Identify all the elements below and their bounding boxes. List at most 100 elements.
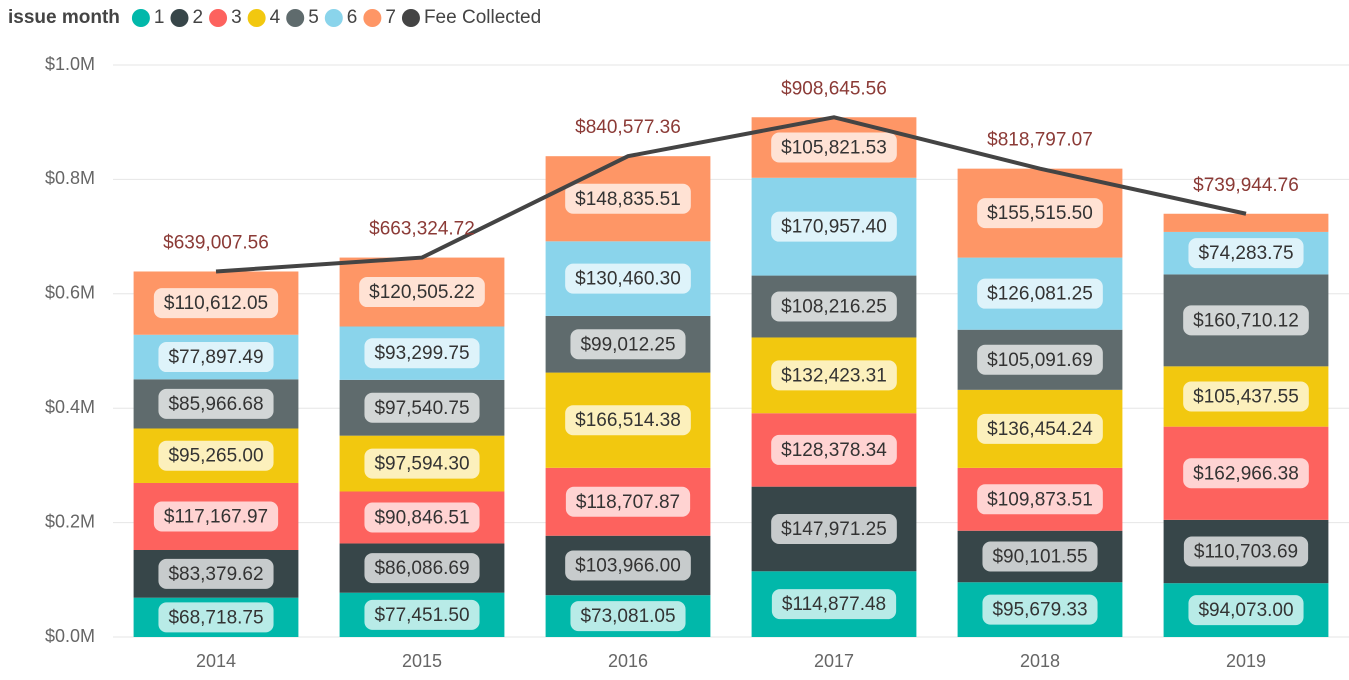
- legend-label: 5: [308, 7, 319, 28]
- data-label: $110,612.05: [164, 293, 268, 314]
- data-label: $95,679.33: [992, 600, 1087, 621]
- data-label-bg: [570, 329, 686, 360]
- data-label-bg: [982, 541, 1098, 572]
- data-label-bg: [153, 501, 279, 532]
- x-tick-label: 2017: [814, 651, 854, 671]
- data-label-bg: [158, 440, 274, 471]
- data-label: $105,437.55: [1193, 387, 1299, 408]
- data-label: $97,594.30: [374, 454, 469, 475]
- legend-marker: [286, 9, 305, 27]
- data-label: $130,460.30: [575, 269, 681, 290]
- data-label: $109,873.51: [987, 489, 1093, 510]
- legend-label: 3: [231, 7, 242, 28]
- data-label-bg: [158, 388, 274, 419]
- data-label: $108,216.25: [781, 297, 887, 318]
- data-label-bg: [158, 558, 274, 589]
- data-label: $103,966.00: [575, 555, 681, 576]
- data-label: $97,540.75: [374, 398, 469, 419]
- data-label: $148,835.51: [575, 189, 681, 210]
- y-tick-label: $1.0M: [45, 54, 95, 74]
- legend-marker: [324, 9, 343, 27]
- data-label: $105,091.69: [987, 350, 1093, 371]
- data-label-bg: [771, 291, 897, 322]
- data-label: $132,423.31: [781, 365, 887, 386]
- x-tick-label: 2015: [402, 651, 442, 671]
- legend-label: 7: [385, 7, 396, 28]
- data-label: $105,821.53: [781, 138, 887, 159]
- data-label-bg: [565, 550, 691, 581]
- y-tick-label: $0.8M: [45, 168, 95, 188]
- data-label: $110,703.69: [1194, 542, 1298, 563]
- legend-marker: [131, 9, 150, 27]
- legend-label: 1: [154, 7, 165, 28]
- data-label: $99,012.25: [580, 334, 675, 355]
- data-label-bg: [158, 342, 274, 373]
- data-label: $160,710.12: [1193, 310, 1299, 331]
- data-label-bg: [1188, 595, 1304, 626]
- data-label: $74,283.75: [1198, 243, 1293, 264]
- data-label: $73,081.05: [580, 606, 675, 627]
- data-label-bg: [977, 278, 1103, 309]
- line-label: $818,797.07: [987, 130, 1093, 151]
- data-label-bg: [153, 288, 279, 319]
- data-label-bg: [982, 594, 1098, 625]
- y-tick-label: $0.2M: [45, 511, 95, 531]
- data-label-bg: [565, 183, 691, 214]
- data-label-bg: [565, 263, 691, 294]
- data-label-bg: [364, 338, 480, 369]
- data-label-bg: [977, 344, 1103, 375]
- data-label-bg: [977, 413, 1103, 444]
- data-label: $86,086.69: [374, 558, 469, 579]
- data-label-bg: [565, 486, 691, 517]
- legend-label: 2: [192, 7, 203, 28]
- line-label: $840,577.36: [575, 117, 681, 138]
- legend-label: 6: [347, 7, 358, 28]
- line-label: $663,324.72: [369, 219, 475, 240]
- x-tick-label: 2016: [608, 651, 648, 671]
- data-label: $83,379.62: [168, 564, 263, 585]
- data-label: $126,081.25: [987, 284, 1093, 305]
- y-tick-label: $0.0M: [45, 626, 95, 646]
- bar-segment: [1163, 213, 1329, 232]
- legend-title: issue month: [8, 7, 120, 28]
- line-label: $908,645.56: [781, 78, 887, 99]
- data-label-bg: [364, 553, 480, 584]
- data-label: $120,505.22: [369, 282, 475, 303]
- data-label: $68,718.75: [168, 607, 263, 628]
- data-label: $147,971.25: [781, 519, 887, 540]
- data-label: $95,265.00: [168, 446, 263, 467]
- data-label-bg: [565, 405, 691, 436]
- x-tick-label: 2018: [1020, 651, 1060, 671]
- data-label-bg: [364, 448, 480, 479]
- data-label-bg: [570, 601, 686, 632]
- data-label: $114,877.48: [782, 594, 886, 615]
- data-label: $166,514.38: [575, 410, 681, 431]
- data-label: $77,451.50: [374, 605, 469, 626]
- legend-label: Fee Collected: [424, 7, 541, 28]
- data-label-bg: [1188, 238, 1304, 269]
- data-label-bg: [977, 198, 1103, 229]
- data-label-bg: [359, 277, 485, 308]
- line-label: $739,944.76: [1193, 175, 1299, 196]
- data-label-bg: [771, 589, 897, 620]
- data-label: $117,167.97: [164, 507, 268, 528]
- y-tick-label: $0.6M: [45, 283, 95, 303]
- data-label: $155,515.50: [987, 203, 1093, 224]
- data-label-bg: [771, 434, 897, 465]
- x-tick-label: 2014: [196, 651, 236, 671]
- line-label: $639,007.56: [163, 233, 269, 254]
- data-label: $170,957.40: [781, 217, 887, 238]
- data-label-bg: [771, 211, 897, 242]
- data-label-bg: [1183, 536, 1309, 567]
- data-label: $77,897.49: [168, 347, 263, 368]
- data-label-bg: [771, 132, 897, 163]
- legend-marker: [170, 9, 189, 27]
- data-label-bg: [1183, 381, 1309, 412]
- data-label: $90,846.51: [374, 507, 469, 528]
- data-label-bg: [364, 392, 480, 423]
- data-label: $118,707.87: [576, 492, 680, 513]
- y-tick-label: $0.4M: [45, 397, 95, 417]
- legend-marker: [363, 9, 382, 27]
- data-label: $90,101.55: [992, 547, 1087, 568]
